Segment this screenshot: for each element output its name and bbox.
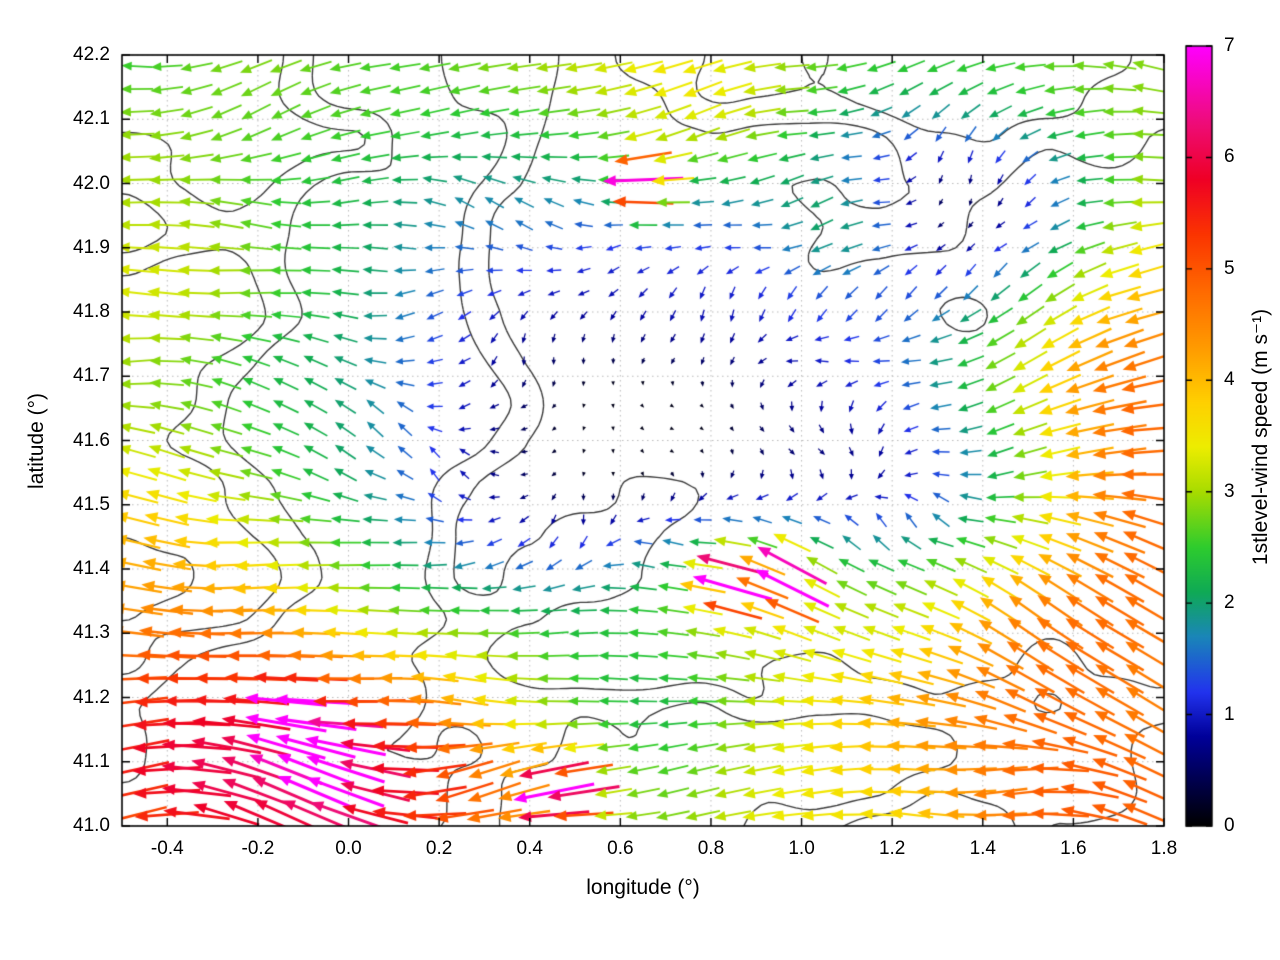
colorbar-tick-label: 0 <box>1224 815 1235 836</box>
y-tick-label: 41.1 <box>73 750 110 772</box>
y-tick-label: 41.2 <box>73 686 110 708</box>
colorbar-tick-label: 2 <box>1224 592 1235 614</box>
x-tick-label: 0.0 <box>335 838 362 859</box>
y-tick-label: 42.1 <box>73 108 110 130</box>
x-tick-label: 1.0 <box>788 838 815 859</box>
y-tick-label: 41.0 <box>73 815 110 836</box>
colorbar-tick-label: 1 <box>1224 703 1235 725</box>
y-tick-label: 41.8 <box>73 301 110 322</box>
x-tick-label: 0.6 <box>607 838 634 859</box>
x-tick-label: 0.4 <box>516 838 543 859</box>
colorbar-tick-label: 6 <box>1224 146 1235 168</box>
x-axis-title: longitude (°) <box>586 876 700 899</box>
colorbar-tick-label: 7 <box>1224 35 1235 56</box>
y-tick-label: 41.5 <box>73 493 110 515</box>
y-tick-label: 41.6 <box>73 429 110 451</box>
x-tick-label: 1.2 <box>878 838 906 859</box>
x-tick-label: 0.8 <box>697 838 725 859</box>
colorbar-tick-label: 5 <box>1224 257 1235 279</box>
x-tick-label: 1.4 <box>969 838 996 859</box>
x-tick-label: 1.8 <box>1150 838 1178 859</box>
colorbar-title: 1stlevel-wind speed (m s⁻¹) <box>1249 308 1272 566</box>
x-tick-label: 0.2 <box>425 838 453 859</box>
y-tick-label: 41.9 <box>73 236 110 258</box>
y-tick-label: 41.7 <box>73 365 110 387</box>
y-axis-title: latitude (°) <box>25 393 48 489</box>
y-tick-label: 42.0 <box>73 172 110 194</box>
x-tick-label: -0.4 <box>150 838 184 859</box>
y-tick-label: 41.3 <box>73 622 110 644</box>
x-tick-label: 1.6 <box>1060 838 1087 859</box>
y-tick-label: 42.2 <box>73 44 110 65</box>
y-tick-label: 41.4 <box>73 558 110 579</box>
colorbar-tick-label: 3 <box>1224 480 1235 502</box>
x-tick-label: -0.2 <box>241 838 275 859</box>
colorbar-tick-label: 4 <box>1224 369 1235 391</box>
